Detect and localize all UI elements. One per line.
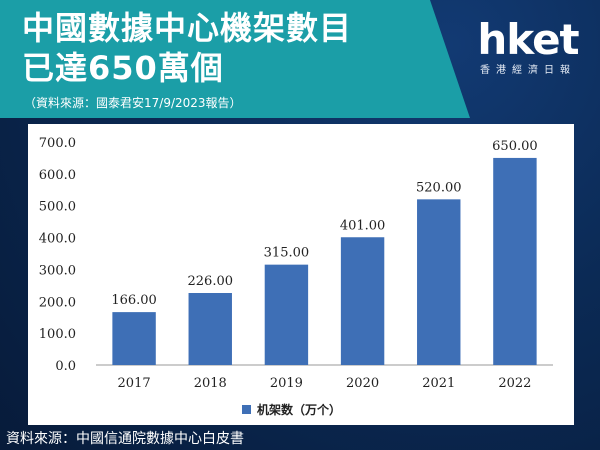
legend-swatch [242, 405, 251, 414]
x-tick-label: 2021 [422, 376, 455, 391]
chart-card: 0.0 100.0 200.0 300.0 400.0 500.0 600.0 700.0 16… [28, 124, 574, 425]
data-label: 401.00 [340, 218, 386, 233]
bar [112, 312, 156, 365]
data-label: 166.00 [111, 293, 157, 308]
source-note: （資料來源：國泰君安17/9/2023報告） [24, 96, 242, 110]
title-line-1: 中國數據中心機架數目 [22, 9, 353, 47]
data-label: 520.00 [416, 180, 462, 195]
bar [493, 157, 537, 365]
y-tick-label: 500.0 [39, 200, 76, 215]
footer-source: 資料來源：中國信通院數據中心白皮書 [6, 431, 244, 447]
legend-label: 机架数（万个） [257, 402, 341, 417]
x-tick-label: 2018 [194, 376, 227, 391]
x-tick-label: 2020 [346, 376, 379, 391]
y-tick-label: 0.0 [55, 359, 76, 374]
data-label: 650.00 [492, 139, 538, 154]
x-tick-label: 2017 [118, 376, 151, 391]
bar [340, 237, 385, 365]
y-tick-label: 100.0 [39, 327, 76, 342]
logo-subtitle: 香港經濟日報 [480, 65, 576, 76]
y-tick-label: 200.0 [39, 295, 76, 310]
data-label: 226.00 [188, 274, 234, 289]
data-label: 315.00 [264, 246, 310, 261]
bar-chart: 0.0 100.0 200.0 300.0 400.0 500.0 600.0 700.0 16… [39, 136, 553, 417]
y-tick-label: 400.0 [39, 232, 76, 247]
x-tick-label: 2019 [270, 376, 303, 391]
x-tick-label: 2022 [498, 376, 531, 391]
bar [417, 199, 461, 365]
y-tick-label: 700.0 [39, 136, 76, 151]
y-tick-label: 300.0 [39, 263, 76, 278]
title-line-2: 已達650萬個 [22, 49, 224, 87]
bar [264, 264, 309, 365]
y-tick-label: 600.0 [39, 168, 76, 183]
hket-logo: hket 香港經濟日報 [468, 18, 588, 88]
title-banner [0, 0, 470, 118]
bar [188, 293, 232, 365]
logo-wordmark: hket [477, 15, 579, 64]
page-title: 中國數據中心機架數目 已達650萬個 [22, 8, 352, 88]
